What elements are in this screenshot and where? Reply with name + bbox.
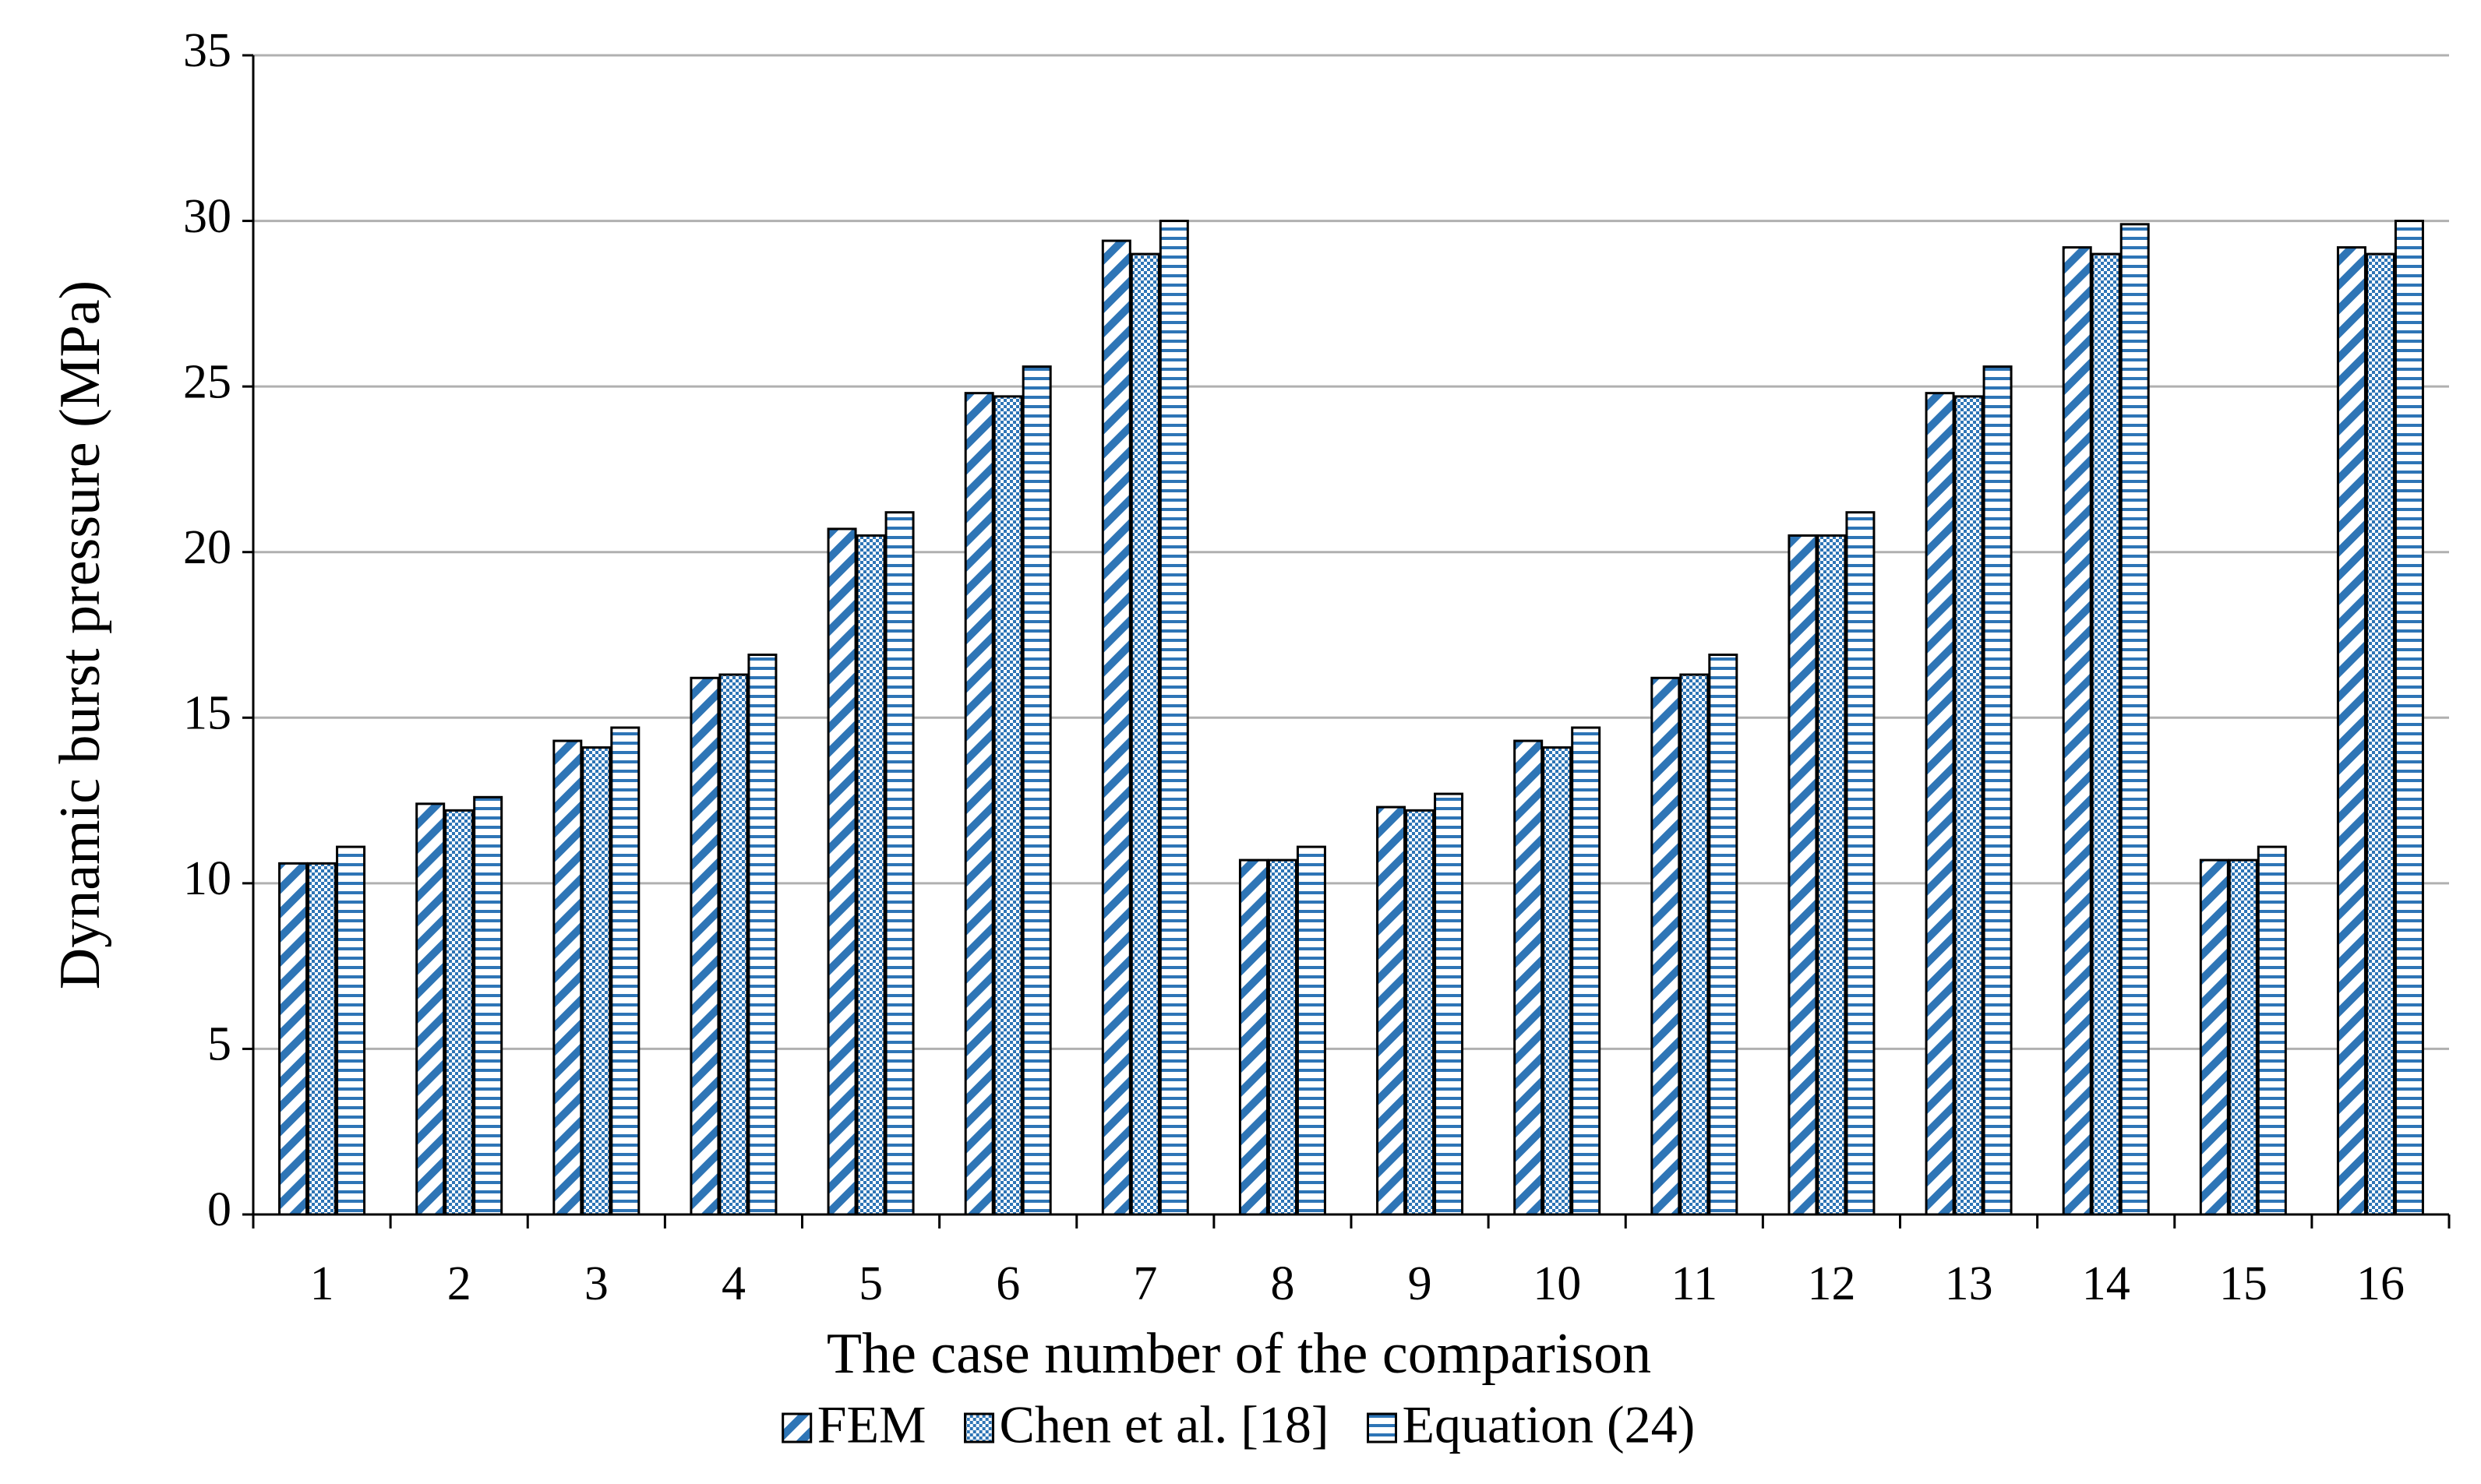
x-axis-title: The case number of the comparison — [827, 1322, 1651, 1386]
bar — [1982, 365, 2013, 1216]
legend-swatch — [1367, 1412, 1398, 1443]
bar — [1238, 858, 1269, 1216]
x-tick-label: 9 — [1408, 1257, 1432, 1310]
y-tick-label: 10 — [183, 852, 231, 905]
bar — [1376, 805, 1406, 1216]
bar — [2365, 252, 2395, 1216]
x-tick-label: 13 — [1945, 1257, 1993, 1310]
bar — [2091, 252, 2121, 1216]
bar — [336, 845, 366, 1216]
bar — [278, 862, 309, 1216]
x-tick-label: 7 — [1133, 1257, 1157, 1310]
y-tick-label: 15 — [183, 687, 231, 740]
bar — [1845, 511, 1876, 1216]
bar — [307, 862, 337, 1216]
bar — [1679, 673, 1710, 1216]
bar — [1788, 534, 1818, 1216]
bar — [444, 809, 475, 1216]
bar — [2199, 858, 2229, 1216]
y-tick-label: 30 — [183, 190, 231, 243]
x-tick-label: 10 — [1533, 1257, 1581, 1310]
bar — [993, 395, 1023, 1216]
x-tick-label: 5 — [859, 1257, 883, 1310]
x-tick-label: 8 — [1270, 1257, 1294, 1310]
bar — [552, 739, 583, 1216]
legend-swatch — [964, 1412, 995, 1443]
bar — [718, 673, 749, 1216]
y-tick-label: 5 — [207, 1018, 231, 1071]
bar — [1925, 392, 1955, 1216]
y-tick-label: 35 — [183, 24, 231, 77]
bar — [1650, 676, 1681, 1216]
x-tick-label: 3 — [584, 1257, 609, 1310]
y-tick-label: 0 — [207, 1183, 231, 1236]
y-axis-title: Dynamic burst pressure (MPa) — [48, 280, 112, 989]
bar — [1816, 534, 1847, 1216]
bar — [1708, 654, 1738, 1216]
bar — [1405, 809, 1435, 1216]
x-tick-label: 6 — [996, 1257, 1020, 1310]
legend-label: Equation (24) — [1403, 1395, 1696, 1454]
x-tick-label: 14 — [2082, 1257, 2130, 1310]
x-tick-label: 4 — [722, 1257, 746, 1310]
x-tick-label: 12 — [1807, 1257, 1855, 1310]
legend-label: Chen et al. [18] — [1000, 1395, 1329, 1454]
bar — [473, 795, 503, 1216]
bar — [1159, 220, 1189, 1216]
y-tick-label: 25 — [183, 355, 231, 408]
x-tick-label: 1 — [310, 1257, 334, 1310]
x-tick-label: 15 — [2219, 1257, 2267, 1310]
bar — [1130, 252, 1160, 1216]
bar — [2228, 858, 2258, 1216]
legend-swatch — [782, 1412, 813, 1443]
bar — [884, 511, 915, 1216]
bar — [581, 746, 612, 1216]
bar — [2257, 845, 2287, 1216]
x-tick-label: 2 — [447, 1257, 471, 1310]
bar — [2062, 246, 2092, 1216]
bar — [827, 527, 857, 1216]
bar — [1571, 726, 1601, 1216]
x-tick-label: 11 — [1671, 1257, 1717, 1310]
legend-label: FEM — [817, 1395, 926, 1454]
bar — [1296, 845, 1326, 1216]
bar — [1513, 739, 1544, 1216]
bar — [964, 392, 994, 1216]
bar — [1101, 239, 1131, 1216]
legend: FEM Chen et al. [18] Equation (24) — [782, 1395, 1696, 1454]
bar — [610, 726, 641, 1216]
bar — [747, 654, 778, 1216]
bar — [2394, 220, 2424, 1216]
bar — [1022, 365, 1052, 1216]
bar — [415, 802, 446, 1216]
x-tick-label: 16 — [2356, 1257, 2405, 1310]
y-tick-label: 20 — [183, 521, 231, 574]
bar — [2119, 223, 2150, 1216]
bar — [1953, 395, 1984, 1216]
bar — [1267, 858, 1297, 1216]
bar — [690, 676, 720, 1216]
bar — [2336, 246, 2366, 1216]
bar — [856, 534, 886, 1216]
bar — [1542, 746, 1572, 1216]
bar — [1434, 792, 1464, 1216]
